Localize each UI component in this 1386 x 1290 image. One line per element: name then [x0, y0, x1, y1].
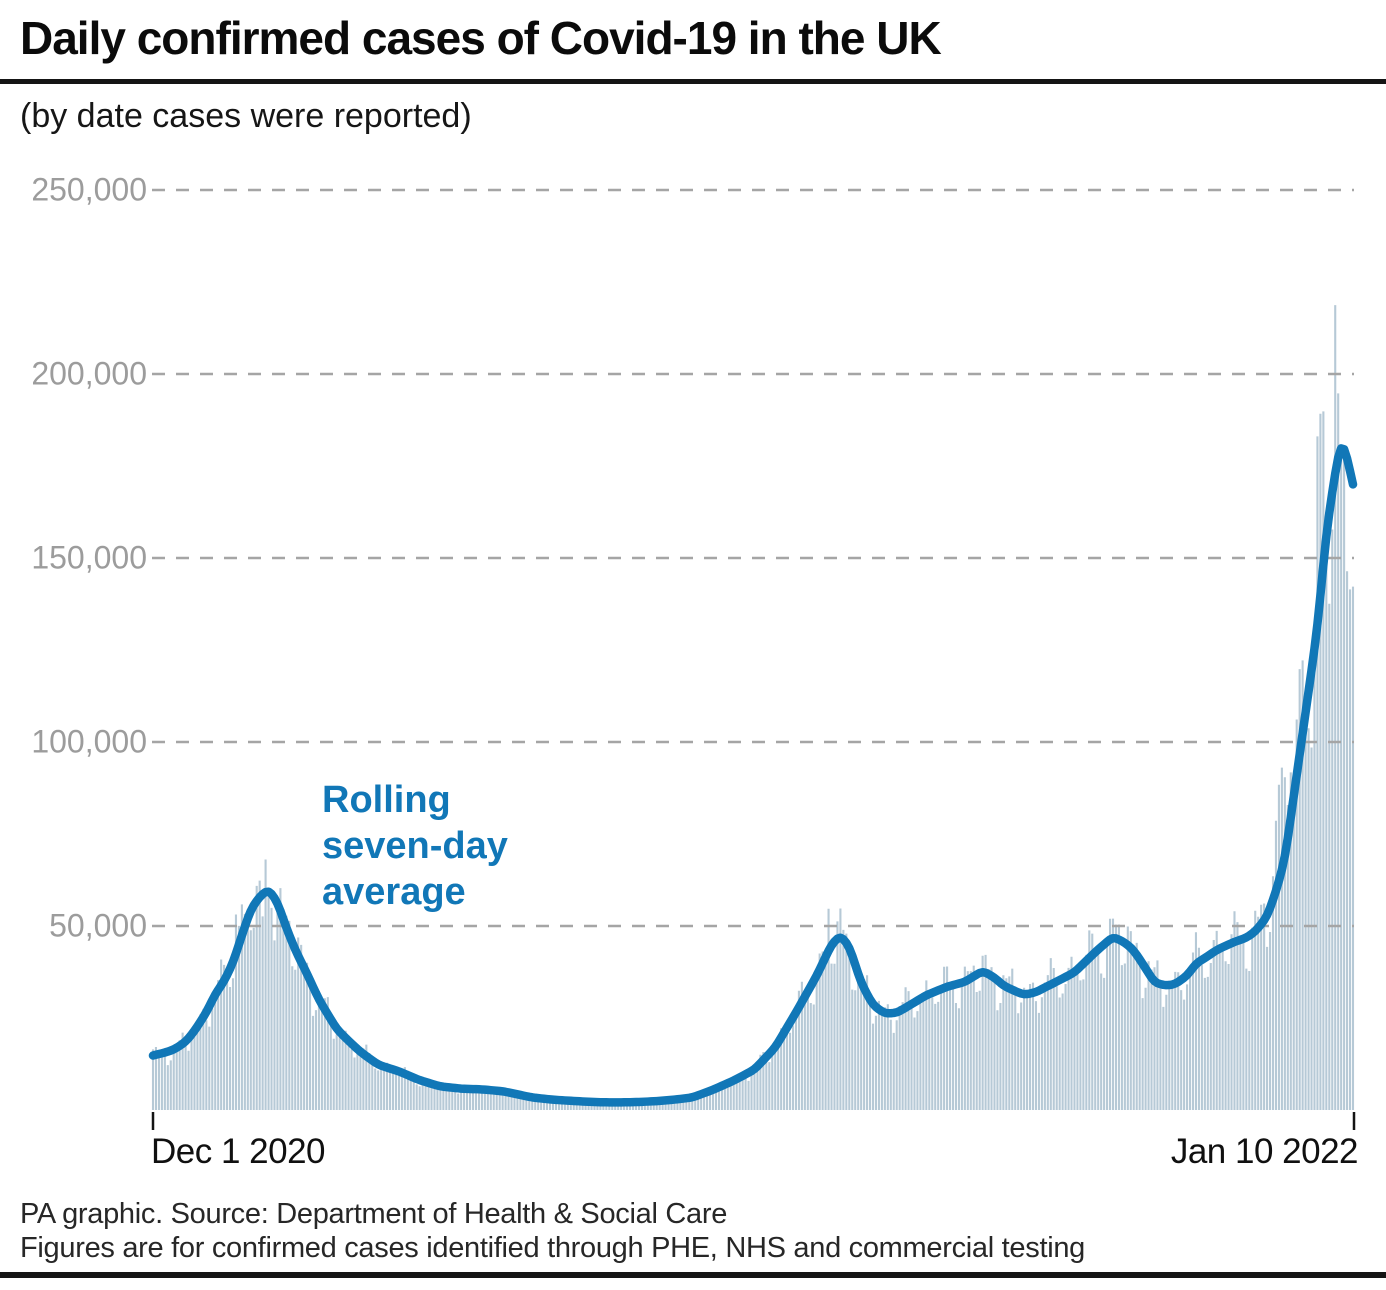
footer-source: PA graphic. Source: Department of Health…	[20, 1198, 728, 1230]
daily-cases-bar-path	[151, 305, 1355, 1110]
rolling-average-annotation: Rolling seven-day average	[322, 777, 508, 915]
y-axis-label: 50,000	[49, 907, 147, 944]
daily-cases-bars	[151, 305, 1355, 1110]
chart-title: Daily confirmed cases of Covid-19 in the…	[20, 12, 942, 64]
x-axis-label-end: Jan 10 2022	[1170, 1132, 1359, 1171]
annotation-line-2: seven-day	[322, 825, 508, 867]
chart-subtitle: (by date cases were reported)	[20, 97, 472, 135]
annotation-line-3: average	[322, 871, 466, 913]
footer-detail: Figures are for confirmed cases identifi…	[20, 1232, 1085, 1264]
x-axis-label-start: Dec 1 2020	[151, 1132, 326, 1171]
footer-rule	[0, 1272, 1386, 1278]
y-axis-label: 250,000	[31, 171, 147, 208]
y-axis-label: 200,000	[31, 355, 147, 392]
annotation-line-1: Rolling	[322, 779, 451, 821]
y-axis-label: 150,000	[31, 539, 147, 576]
gridlines	[152, 188, 1354, 928]
y-axis-label: 100,000	[31, 723, 147, 760]
footer-notes: PA graphic. Source: Department of Health…	[20, 1197, 1085, 1265]
rolling-average-line	[148, 444, 1358, 1107]
x-axis-ticks	[151, 1112, 1356, 1130]
title-rule	[0, 79, 1386, 84]
